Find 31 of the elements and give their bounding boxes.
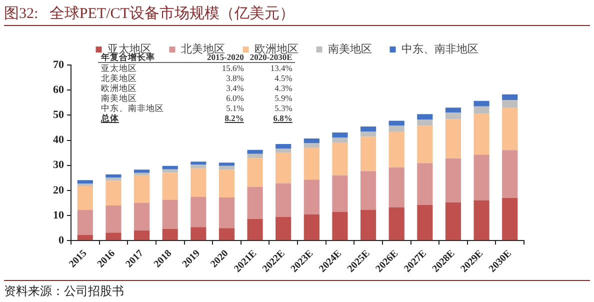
annotation: 3.4%	[225, 83, 245, 93]
y-tick-label: 50	[53, 109, 64, 122]
annotation: 6.0%	[225, 93, 245, 103]
annotation: 亚太地区	[100, 62, 138, 73]
y-tick-label: 70	[53, 58, 64, 71]
chart-title: 图32: 全球PET/CT设备市场规模（亿美元）	[4, 4, 294, 23]
annotation: 13.4%	[269, 62, 294, 73]
annotation: 欧洲地区	[100, 83, 138, 93]
annotation: 3.8%	[225, 73, 245, 83]
y-tick-label: 20	[53, 184, 64, 196]
text: 资料来源：公司招股书	[4, 283, 124, 300]
y-tick-label: 0	[58, 234, 64, 246]
annotation: 中东、南非地区	[100, 103, 165, 113]
y-tick-label: 60	[53, 84, 64, 96]
annotation: 6.8%	[272, 113, 294, 123]
y-tick-label: 30	[53, 159, 64, 172]
y-tick-label: 10	[53, 209, 64, 222]
legend-label: 南美地区	[328, 42, 372, 56]
annotation: 5.9%	[274, 93, 294, 103]
text: 年复合增长率	[101, 52, 155, 62]
annotation: 4.3%	[274, 83, 294, 93]
annotation: 南美地区	[100, 93, 138, 103]
annotation: 总体	[100, 113, 120, 123]
annotation: 15.6%	[220, 62, 245, 73]
annotation: 北美地区	[100, 73, 138, 83]
y-tick-label: 40	[53, 134, 64, 146]
annotation: 8.2%	[224, 113, 245, 123]
annotation: 5.3%	[274, 103, 294, 113]
annotation: 4.5%	[274, 73, 294, 83]
legend-label: 中东、南非地区	[401, 42, 478, 56]
annotation: 5.1%	[225, 103, 245, 113]
